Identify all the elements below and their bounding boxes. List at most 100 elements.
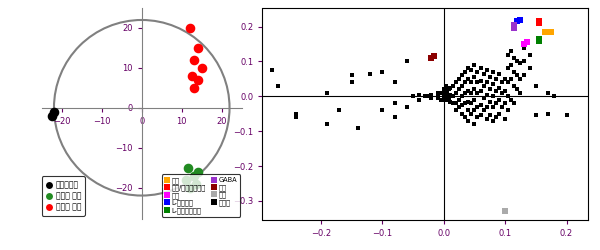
Point	[433, 96, 442, 100]
Point	[443, 89, 452, 93]
Point	[467, 91, 476, 95]
Point	[485, 87, 494, 91]
Point	[445, 100, 455, 103]
Point	[479, 72, 488, 76]
Point	[470, 75, 479, 79]
Point	[460, 80, 470, 84]
Point	[515, 77, 525, 81]
Point	[390, 115, 400, 119]
Point	[424, 94, 433, 98]
Point	[485, 100, 494, 103]
Point	[463, 119, 473, 123]
Legend: 無菌マウス, 低繊維 食群, 高繊維 食群: 無菌マウス, 低繊維 食群, 高繊維 食群	[42, 176, 85, 216]
Point	[439, 92, 448, 96]
Point	[509, 70, 519, 74]
Point	[454, 77, 464, 81]
Point	[193, 78, 202, 82]
Point	[442, 84, 451, 88]
Point	[506, 77, 516, 81]
Point	[473, 105, 482, 109]
Point	[519, 74, 529, 78]
Point	[390, 101, 400, 105]
Point	[451, 80, 461, 84]
Point	[503, 94, 513, 98]
Point	[531, 84, 541, 88]
Point	[494, 86, 504, 89]
Point	[193, 46, 202, 50]
Point	[512, 74, 522, 78]
Point	[353, 126, 362, 130]
Point	[476, 114, 485, 117]
Point	[445, 97, 454, 101]
Point	[467, 101, 476, 105]
Point	[473, 70, 482, 74]
Point	[470, 98, 479, 102]
Point	[334, 108, 344, 112]
Point	[467, 112, 476, 116]
Point	[197, 66, 206, 70]
Point	[454, 98, 464, 102]
Point	[189, 58, 199, 62]
Point	[476, 89, 485, 93]
Point	[365, 72, 375, 76]
Point	[415, 92, 424, 96]
Point	[488, 119, 497, 123]
Point	[457, 94, 467, 98]
Point	[322, 122, 332, 126]
Point	[534, 20, 544, 24]
Point	[515, 61, 525, 65]
Point	[463, 77, 473, 81]
Point	[500, 101, 510, 105]
Point	[463, 108, 473, 112]
Point	[460, 70, 470, 74]
Point	[519, 60, 529, 64]
Point	[402, 105, 412, 109]
Point	[525, 52, 535, 56]
Point	[488, 82, 497, 86]
Point	[500, 89, 510, 93]
Point	[482, 68, 491, 72]
Point	[519, 42, 529, 46]
Point	[347, 80, 356, 84]
Point	[509, 56, 519, 60]
Point	[525, 66, 535, 70]
Point	[457, 112, 467, 116]
Point	[463, 100, 473, 103]
Point	[470, 63, 479, 67]
Point	[506, 63, 516, 67]
Point	[445, 92, 455, 96]
Point	[512, 60, 522, 64]
Point	[454, 87, 464, 91]
Point	[433, 94, 442, 98]
Point	[444, 94, 454, 98]
Point	[187, 74, 196, 78]
Point	[503, 66, 513, 70]
Point	[519, 46, 529, 50]
Point	[427, 56, 436, 60]
Point	[193, 170, 202, 173]
Point	[515, 18, 525, 22]
Point	[497, 80, 507, 84]
Point	[457, 103, 467, 107]
Point	[491, 115, 500, 119]
Point	[509, 84, 519, 88]
Point	[470, 108, 479, 112]
Point	[500, 117, 510, 121]
Point	[451, 91, 461, 95]
Point	[460, 91, 470, 95]
Point	[488, 94, 497, 98]
Point	[457, 74, 467, 78]
Point	[185, 186, 194, 190]
Point	[454, 105, 464, 109]
Point	[494, 72, 504, 76]
Point	[467, 68, 476, 72]
Point	[439, 96, 449, 100]
Point	[543, 91, 553, 95]
Point	[547, 30, 556, 34]
Point	[479, 84, 488, 88]
Point	[460, 101, 470, 105]
Point	[267, 68, 277, 72]
Point	[482, 92, 491, 96]
Point	[479, 96, 488, 100]
Point	[470, 122, 479, 126]
